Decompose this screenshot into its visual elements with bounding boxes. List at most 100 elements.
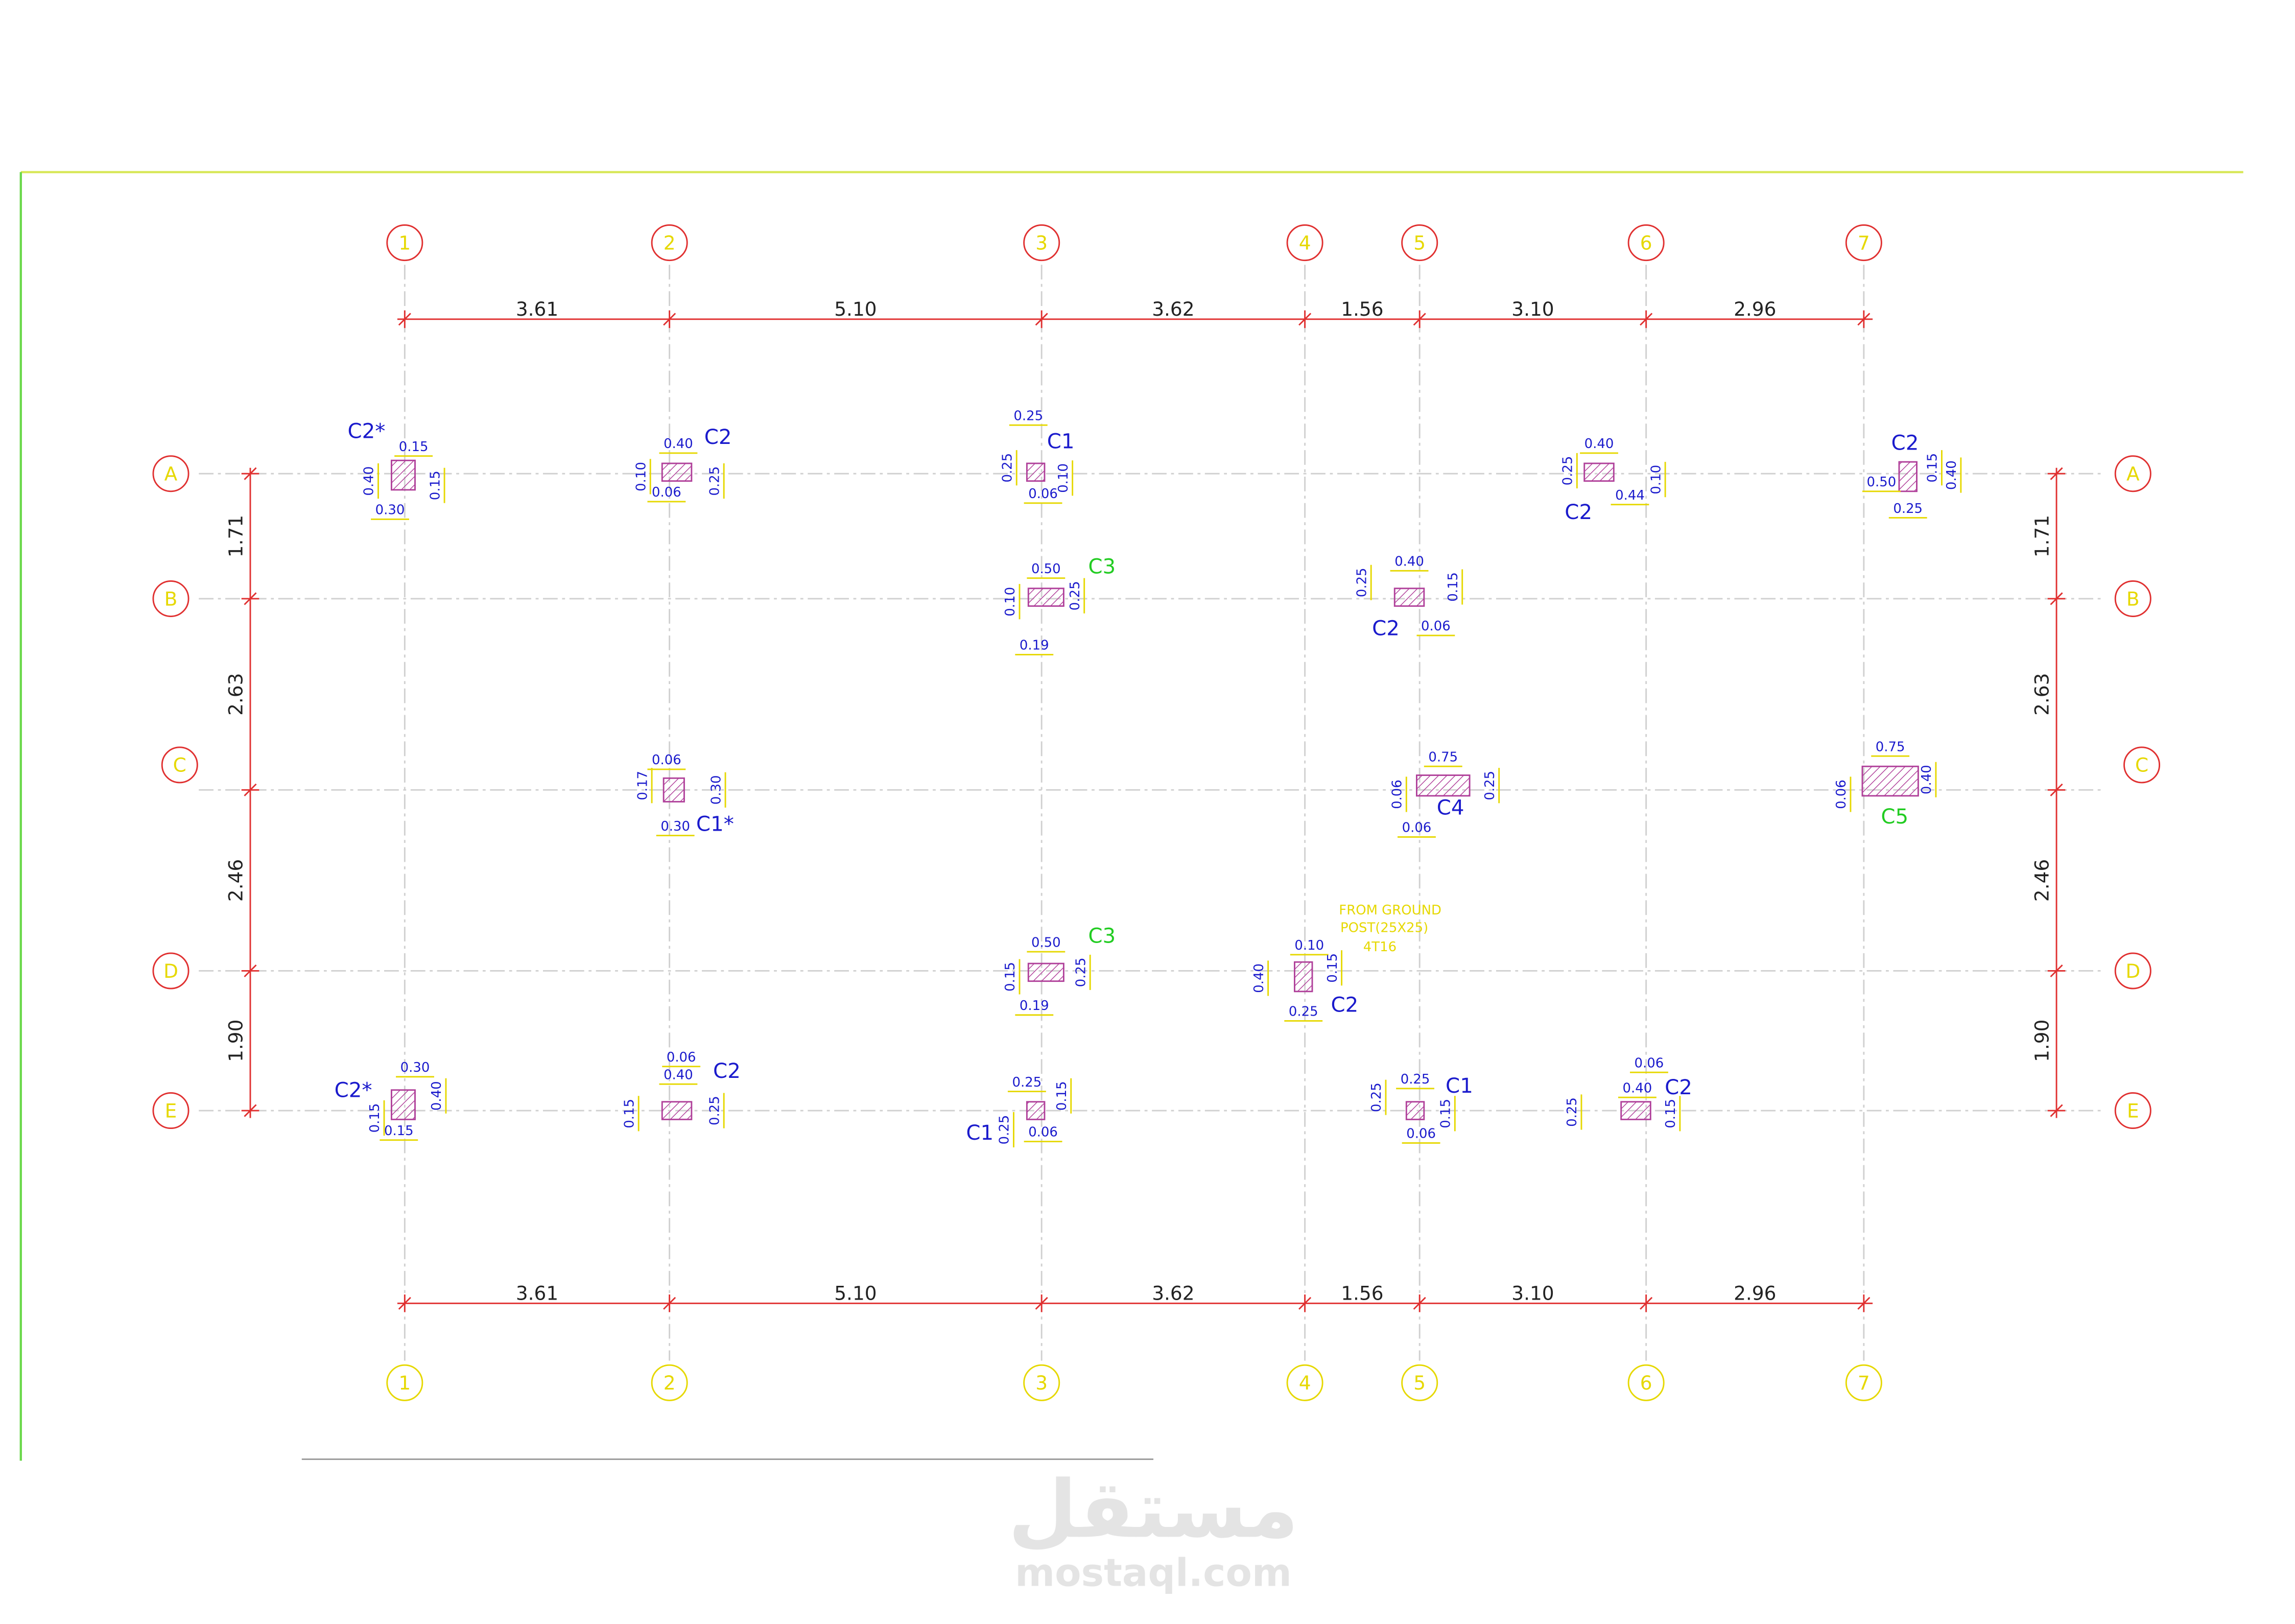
dimension-label: 0.25 <box>1289 1004 1318 1020</box>
axis-bubble <box>152 952 190 990</box>
axis-label: 6 <box>1640 232 1652 254</box>
column-label: C1 <box>1446 1074 1473 1098</box>
dimension-label: 0.40 <box>1251 963 1267 993</box>
column-label: C5 <box>1881 805 1908 829</box>
dimension-label: 0.06 <box>1421 619 1451 634</box>
axis-label: A <box>2126 463 2140 485</box>
dimension-label: 2.46 <box>225 859 247 902</box>
column <box>1898 461 1918 492</box>
axis-label: 4 <box>1299 1372 1311 1394</box>
dimension-label: 0.50 <box>1031 561 1061 577</box>
axis-label: 2 <box>664 1372 676 1394</box>
dimension-label: 1.71 <box>225 515 247 557</box>
dimension-label: 0.40 <box>1919 765 1934 794</box>
dimension-label: 0.06 <box>1635 1055 1664 1071</box>
axis-label: 7 <box>1858 232 1870 254</box>
note: FROM GROUND <box>1339 903 1441 918</box>
axis-label: 7 <box>1858 1372 1870 1394</box>
dimension-label: 0.25 <box>1369 1082 1384 1112</box>
dimension-label: 0.40 <box>1623 1080 1652 1096</box>
axis-bubble <box>2114 580 2151 617</box>
axis-bubble <box>1845 224 1882 262</box>
dimension-label: 0.25 <box>707 1096 722 1125</box>
note: 4T16 <box>1363 939 1397 955</box>
dimension-label: 0.15 <box>1663 1099 1678 1128</box>
axis-bubble <box>651 224 688 262</box>
column-label: C2 <box>1891 431 1919 455</box>
column-label: C2 <box>713 1059 741 1083</box>
column-label: C2 <box>704 425 732 449</box>
dimension-label: 0.50 <box>1867 475 1897 490</box>
axis-bubble <box>2114 952 2151 990</box>
axis-bubble <box>1286 224 1323 262</box>
column <box>1294 961 1313 993</box>
axis-bubble <box>1401 1364 1438 1401</box>
dimension-label: 0.25 <box>1482 771 1498 801</box>
column-label: C1 <box>1047 430 1075 454</box>
dimension-label: 0.10 <box>1648 465 1664 495</box>
dimension-label: 0.25 <box>997 1115 1012 1145</box>
axis-bubble <box>2123 746 2161 784</box>
dimension-label: 0.15 <box>428 470 443 500</box>
column <box>1620 1101 1651 1120</box>
dimension-label: 0.19 <box>1020 638 1049 653</box>
watermark: mostaql.com <box>1015 1550 1292 1595</box>
dimension-label: 1.71 <box>2031 515 2053 557</box>
axis-label: B <box>164 587 178 610</box>
dimension-label: 0.15 <box>399 439 429 455</box>
dimension-label: 2.46 <box>2031 859 2053 902</box>
column-label: C3 <box>1088 554 1116 578</box>
dimension-label: 0.15 <box>1325 953 1340 983</box>
dimension-label: 3.10 <box>1511 1282 1554 1304</box>
column-label: C1* <box>696 812 734 836</box>
column-label: C2 <box>1372 616 1400 640</box>
axis-bubble <box>2114 1092 2151 1129</box>
column <box>1416 774 1471 797</box>
axis-label: 2 <box>664 232 676 254</box>
watermark: مستقل <box>1008 1463 1299 1556</box>
dimension-label: 0.40 <box>664 1067 693 1082</box>
axis-bubble <box>1627 1364 1665 1401</box>
dimension-label: 0.06 <box>1406 1126 1436 1142</box>
dimension-label: 0.25 <box>1073 958 1089 987</box>
column-label: C4 <box>1437 796 1464 820</box>
dimension-label: 0.06 <box>667 1050 696 1065</box>
column <box>663 777 685 803</box>
axis-label: 5 <box>1413 1372 1426 1394</box>
dimension-label: 0.06 <box>1028 1125 1058 1140</box>
dimension-label: 0.10 <box>1294 938 1324 953</box>
axis-bubble <box>1286 1364 1323 1401</box>
dimension-label: 0.15 <box>1003 962 1018 992</box>
dimension-label: 2.96 <box>1734 1282 1776 1304</box>
column <box>661 1101 693 1120</box>
dimension-label: 1.56 <box>1341 1282 1383 1304</box>
dimension-label: 0.25 <box>1012 1075 1042 1090</box>
dimension-label: 0.10 <box>1003 587 1018 617</box>
note: POST(25X25) <box>1340 920 1428 935</box>
dimension-label: 2.96 <box>1734 298 1776 320</box>
axis-label: 1 <box>398 232 411 254</box>
dimension-label: 2.63 <box>2031 673 2053 715</box>
column-label: C2 <box>1331 993 1358 1017</box>
axis-bubble <box>386 1364 423 1401</box>
column-label: C2 <box>1665 1075 1692 1099</box>
axis-label: C <box>173 754 186 776</box>
column <box>1583 462 1615 482</box>
axis-bubble <box>2114 455 2151 492</box>
dimension-label: 1.90 <box>225 1020 247 1062</box>
axis-label: E <box>165 1099 177 1122</box>
column-label: C2 <box>1565 500 1592 524</box>
dimension-label: 0.15 <box>367 1103 383 1133</box>
dimension-label: 0.30 <box>375 503 405 518</box>
dimension-label: 3.62 <box>1152 298 1194 320</box>
dimension-label: 3.10 <box>1511 298 1554 320</box>
column-label: C1 <box>966 1121 993 1145</box>
dimension-label: 0.25 <box>1013 408 1043 423</box>
dimension-label: 2.63 <box>225 673 247 715</box>
axis-bubble <box>152 580 190 617</box>
axis-label: D <box>2125 960 2140 982</box>
axis-bubble <box>1023 1364 1060 1401</box>
column <box>1026 1101 1046 1120</box>
plan: 1 1 2 2 3 3 4 4 5 5 6 6 7 7 A A B B C C D D E E 3.61 5.10 3.62 1.56… <box>152 224 2161 1401</box>
dimension-label: 0.25 <box>1354 568 1369 597</box>
